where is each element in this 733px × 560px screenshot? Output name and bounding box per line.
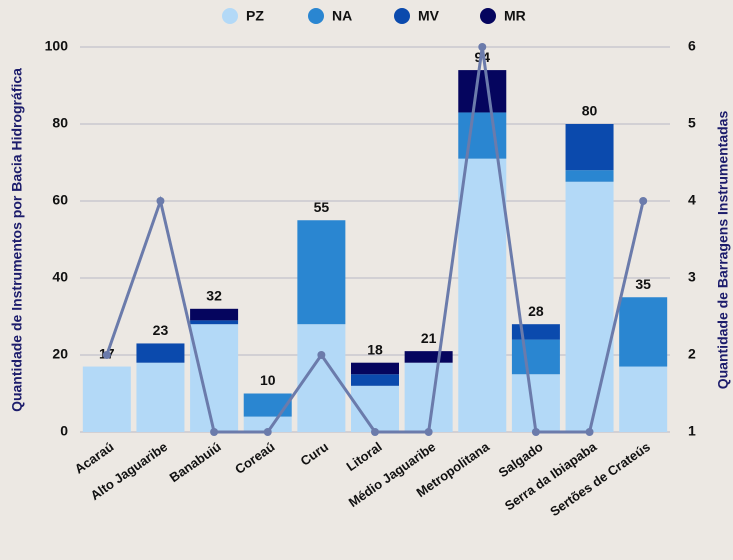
data-label: 10 bbox=[260, 372, 276, 388]
line-marker bbox=[585, 428, 594, 436]
bar-segment bbox=[243, 393, 292, 417]
legend-label: MR bbox=[504, 8, 526, 24]
y2-tick-label: 1 bbox=[688, 423, 696, 439]
data-label: 23 bbox=[153, 322, 169, 338]
line-marker bbox=[102, 351, 111, 359]
y2-axis-title: Quantidade de Barragens Instrumentadas bbox=[715, 111, 731, 390]
bar-segment bbox=[511, 324, 560, 340]
data-label: 35 bbox=[635, 276, 651, 292]
bar-segment bbox=[619, 297, 668, 367]
bar-segment bbox=[297, 220, 346, 325]
bar-segment bbox=[136, 362, 185, 432]
x-tick-label: Sertões de Crateús bbox=[547, 439, 653, 519]
line-marker bbox=[156, 197, 165, 205]
bar-segment bbox=[511, 339, 560, 375]
line-marker bbox=[371, 428, 379, 436]
bar-segment bbox=[243, 416, 292, 432]
legend-swatch bbox=[480, 8, 496, 24]
y2-tick-label: 2 bbox=[688, 346, 696, 362]
y-tick-label: 60 bbox=[52, 192, 68, 208]
line-marker bbox=[639, 197, 648, 205]
line-marker bbox=[210, 428, 219, 436]
y-tick-label: 100 bbox=[45, 38, 69, 54]
bar-segment bbox=[619, 366, 668, 432]
y-tick-label: 80 bbox=[52, 115, 68, 131]
bar-segment bbox=[565, 170, 614, 182]
y-tick-label: 40 bbox=[52, 269, 68, 285]
line-marker bbox=[317, 351, 326, 359]
bar-segment bbox=[190, 308, 239, 321]
legend-label: PZ bbox=[246, 8, 264, 24]
bar-segment bbox=[565, 181, 614, 432]
x-tick-label: Salgado bbox=[496, 439, 546, 480]
y2-tick-label: 5 bbox=[688, 115, 696, 131]
bar-segment bbox=[404, 351, 453, 363]
line-marker bbox=[531, 428, 540, 436]
y-axis-title: Quantidade de Instrumentos por Bacia Hid… bbox=[9, 68, 25, 412]
legend-label: MV bbox=[418, 8, 440, 24]
x-tick-label: Coreaú bbox=[232, 439, 277, 477]
line-marker bbox=[478, 43, 487, 51]
line-marker bbox=[263, 428, 272, 436]
x-tick-label: Serra da Ibiapaba bbox=[502, 439, 600, 514]
bar-segment bbox=[136, 343, 185, 363]
bar-segment bbox=[351, 362, 399, 375]
legend-swatch bbox=[308, 8, 324, 24]
bar-segment bbox=[458, 112, 507, 159]
bar-segment bbox=[565, 124, 614, 171]
x-tick-label: Banabuiú bbox=[167, 439, 224, 485]
bar-segment bbox=[190, 324, 239, 432]
data-label: 21 bbox=[421, 330, 437, 346]
bar-segment bbox=[458, 70, 507, 113]
data-label: 18 bbox=[367, 341, 383, 357]
x-tick-label: Curu bbox=[298, 439, 331, 469]
data-label: 55 bbox=[314, 199, 330, 215]
bar-segment bbox=[458, 158, 507, 432]
data-label: 32 bbox=[206, 288, 222, 304]
y2-tick-label: 6 bbox=[688, 38, 696, 54]
x-tick-label: Acaraú bbox=[72, 439, 117, 477]
y-tick-label: 0 bbox=[60, 423, 68, 439]
x-tick-label: Litoral bbox=[344, 439, 385, 474]
legend-swatch bbox=[394, 8, 410, 24]
bar-segment bbox=[404, 362, 453, 432]
legend-label: NA bbox=[332, 8, 352, 24]
y2-tick-label: 4 bbox=[688, 192, 696, 208]
line-marker bbox=[424, 428, 433, 436]
bar-segment bbox=[82, 366, 131, 432]
y2-tick-label: 3 bbox=[688, 269, 696, 285]
data-label: 28 bbox=[528, 303, 544, 319]
y-tick-label: 20 bbox=[52, 346, 68, 362]
bar-segment bbox=[190, 320, 239, 325]
data-label: 80 bbox=[582, 103, 598, 119]
legend-swatch bbox=[222, 8, 238, 24]
bar-segment bbox=[351, 374, 399, 386]
